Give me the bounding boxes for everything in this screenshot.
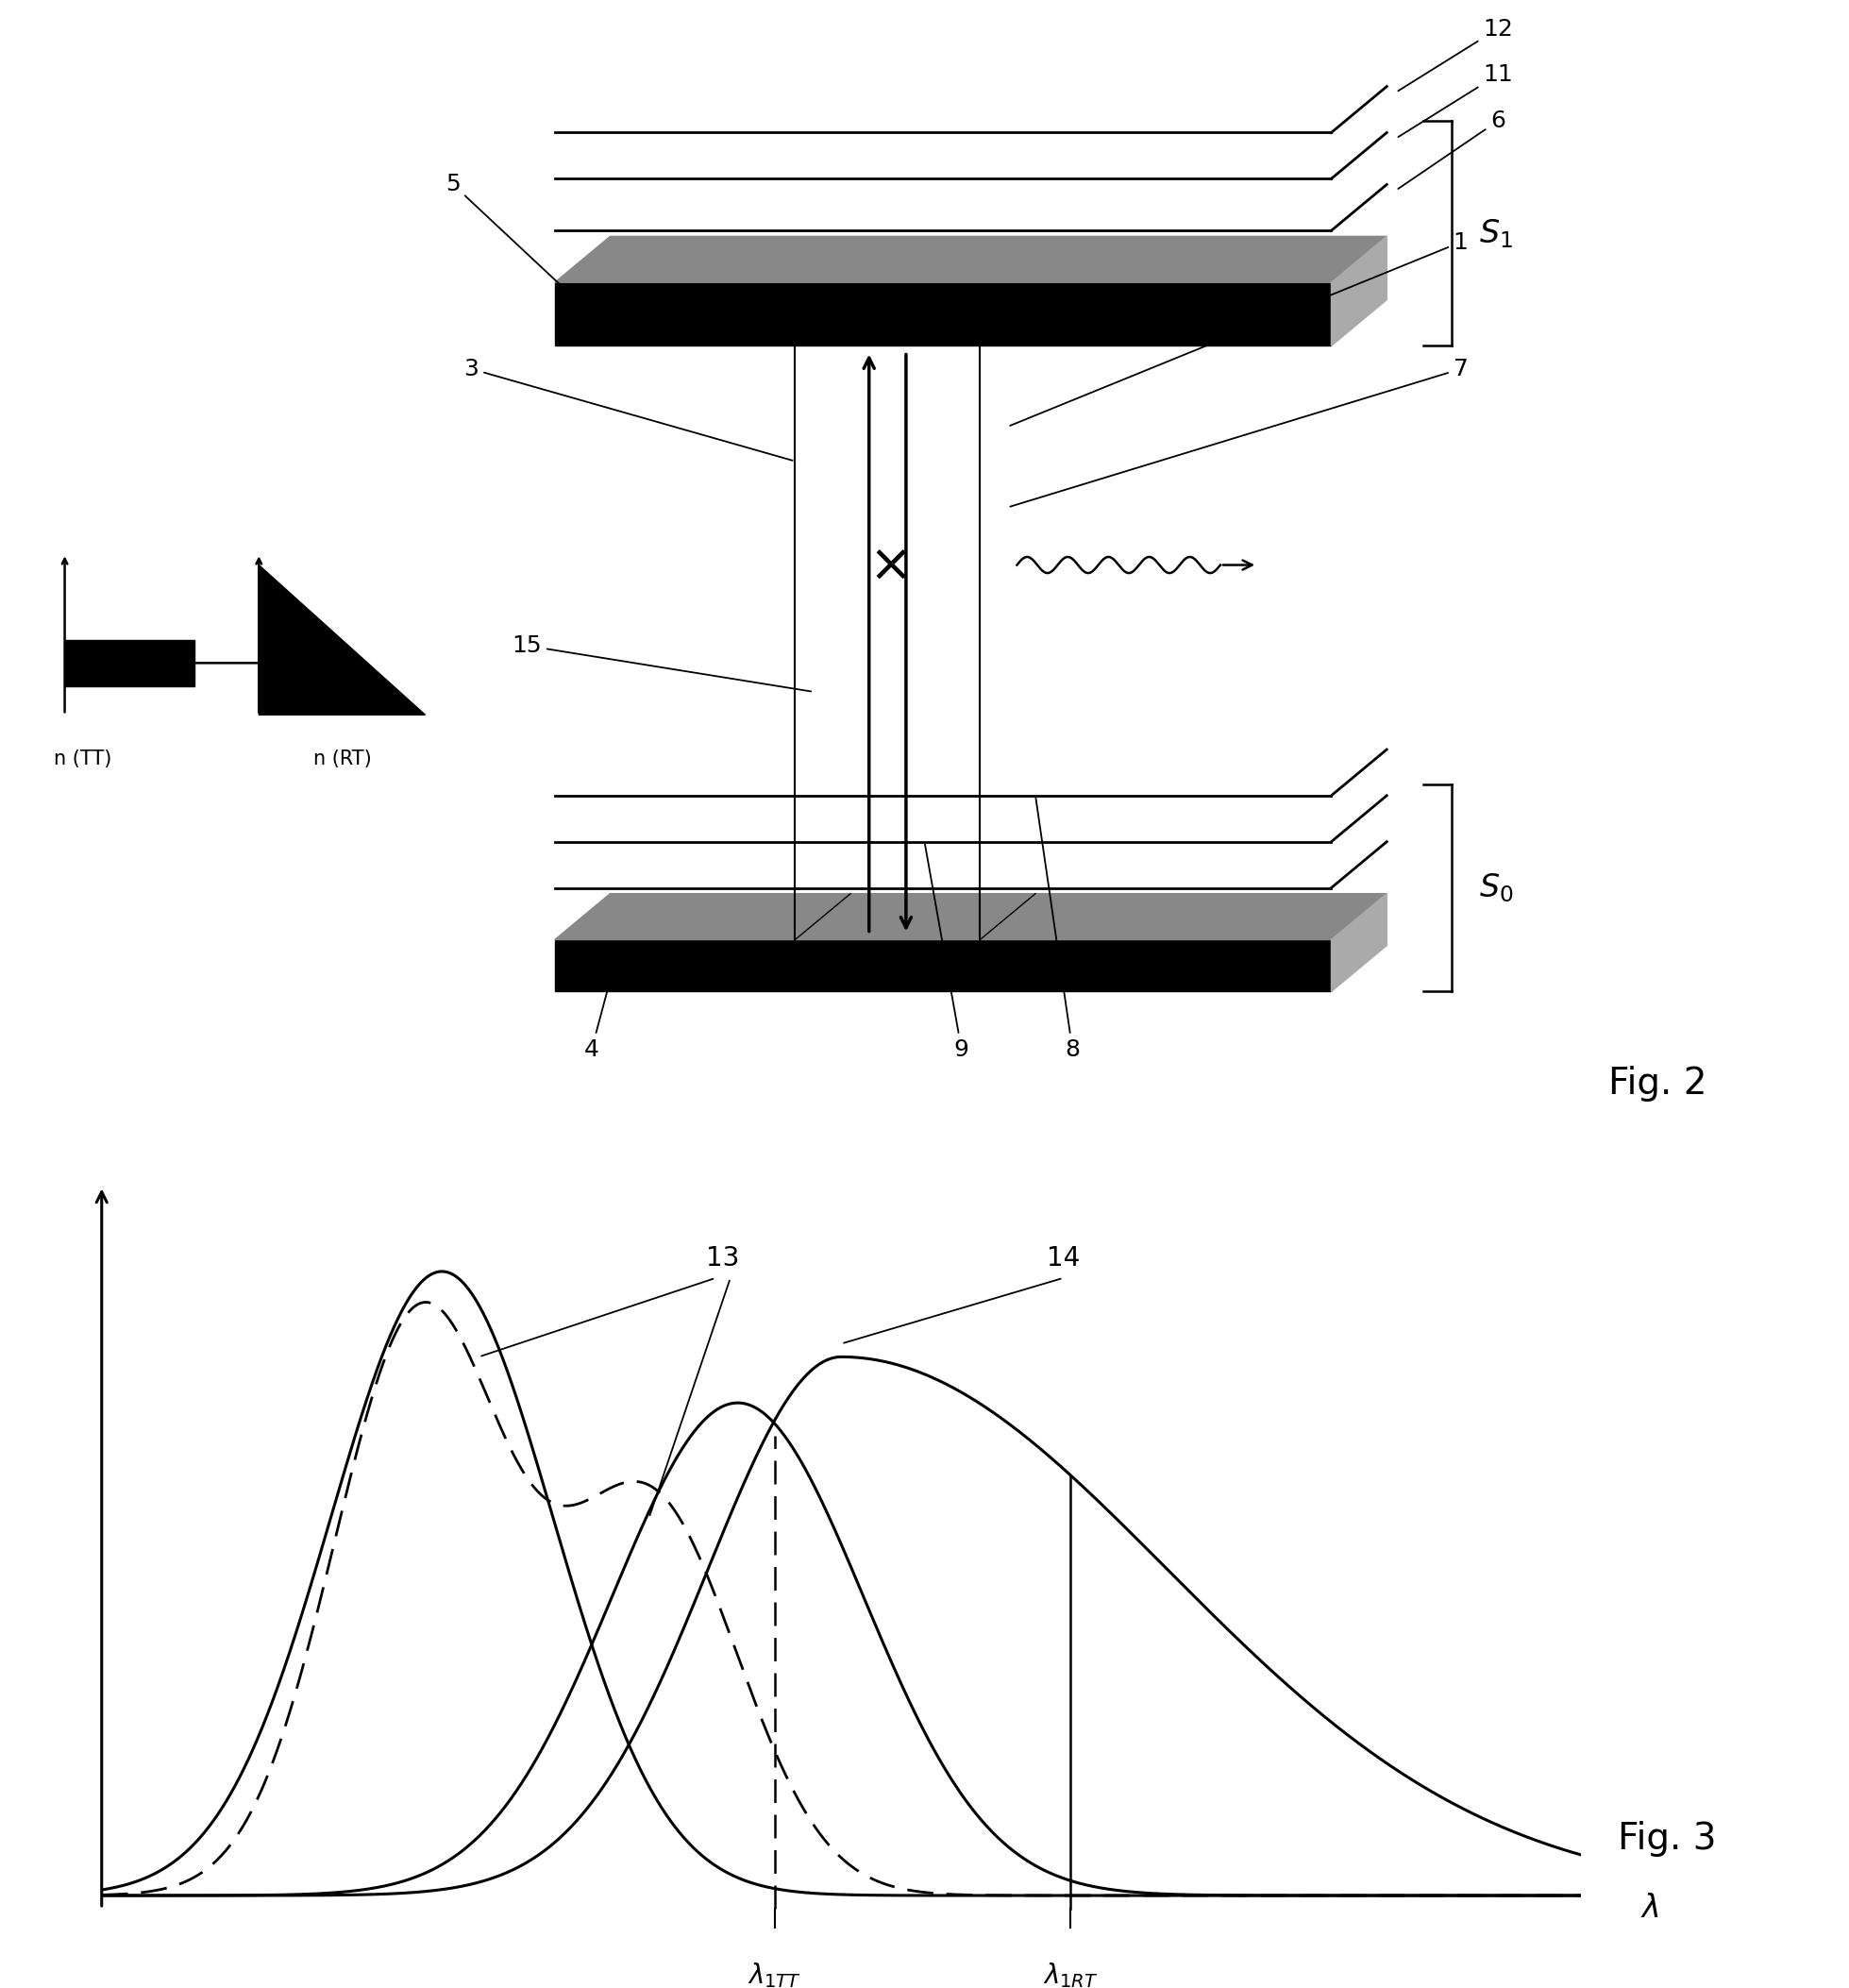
Text: Fig. 3: Fig. 3 bbox=[1618, 1821, 1716, 1857]
Text: $\times$: $\times$ bbox=[869, 539, 906, 590]
Polygon shape bbox=[1331, 237, 1387, 346]
Polygon shape bbox=[259, 565, 425, 716]
Text: $\lambda_{1RT}$: $\lambda_{1RT}$ bbox=[1043, 1962, 1098, 1988]
Text: 6: 6 bbox=[1398, 109, 1505, 189]
Text: Fig. 2: Fig. 2 bbox=[1609, 1066, 1707, 1101]
Text: 4: 4 bbox=[584, 982, 610, 1060]
Text: 8: 8 bbox=[1035, 799, 1080, 1060]
Text: n (TT): n (TT) bbox=[54, 749, 113, 767]
Text: 9: 9 bbox=[924, 845, 969, 1060]
Text: 5: 5 bbox=[446, 173, 590, 312]
Polygon shape bbox=[65, 640, 194, 686]
Text: 11: 11 bbox=[1398, 64, 1512, 137]
Polygon shape bbox=[555, 237, 1387, 282]
Text: 1: 1 bbox=[1010, 231, 1468, 425]
Text: n (RT): n (RT) bbox=[312, 749, 372, 767]
Polygon shape bbox=[555, 940, 1331, 992]
Text: 3: 3 bbox=[464, 358, 793, 461]
Polygon shape bbox=[555, 282, 1331, 346]
Text: $S_0$: $S_0$ bbox=[1479, 871, 1514, 905]
Text: 12: 12 bbox=[1398, 18, 1512, 91]
Text: $S_1$: $S_1$ bbox=[1479, 217, 1512, 250]
Polygon shape bbox=[1331, 893, 1387, 992]
Text: 13: 13 bbox=[706, 1244, 740, 1272]
Text: 15: 15 bbox=[512, 634, 812, 692]
Text: $\lambda$: $\lambda$ bbox=[1640, 1893, 1659, 1924]
Polygon shape bbox=[555, 893, 1387, 940]
Text: 14: 14 bbox=[1047, 1244, 1080, 1272]
Text: 7: 7 bbox=[1010, 358, 1468, 507]
Text: $\lambda_{1TT}$: $\lambda_{1TT}$ bbox=[747, 1962, 802, 1988]
